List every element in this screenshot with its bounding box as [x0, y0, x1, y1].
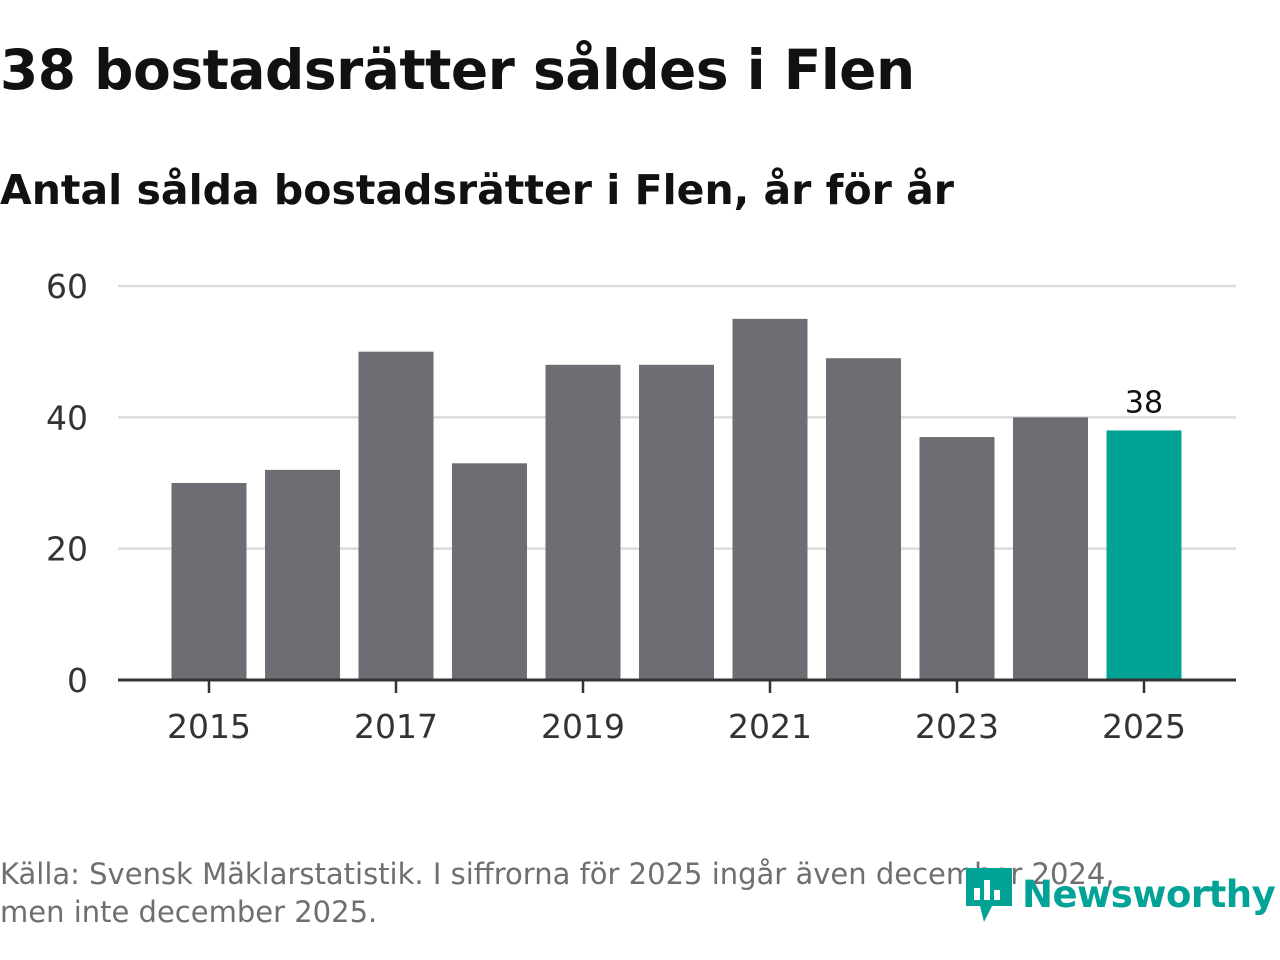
bar	[639, 364, 714, 680]
bar	[265, 469, 340, 680]
bars	[171, 318, 1182, 680]
x-tick-label: 2015	[167, 707, 251, 746]
bar	[732, 318, 808, 680]
x-tick-label: 2023	[915, 707, 999, 746]
y-tick-label: 60	[46, 267, 88, 306]
bar-highlight	[1106, 430, 1182, 680]
x-tick-label: 2019	[541, 707, 625, 746]
y-tick-label: 40	[46, 398, 88, 437]
bar	[919, 437, 995, 680]
y-tick-label: 0	[67, 661, 88, 700]
x-tick-label: 2025	[1102, 707, 1186, 746]
source-note: Källa: Svensk Mäklarstatistik. I siffror…	[0, 855, 1210, 931]
bar	[826, 358, 901, 680]
axes	[118, 678, 1236, 693]
labels: 0 20 40 60 38 2015 2017 2019 2021 2023 2025	[46, 267, 1186, 746]
bar-chart: 0 20 40 60 38 2015 2017 2019 2021 2023 2025	[46, 267, 1236, 746]
bar	[1013, 417, 1088, 680]
newsworthy-logo-text: Newsworthy	[1022, 872, 1276, 916]
bar	[452, 463, 527, 680]
newsworthy-logo-icon	[966, 868, 1012, 922]
source-note-line-2: men inte december 2025.	[0, 895, 378, 929]
bar	[545, 364, 621, 680]
chart-title: 38 bostadsrätter såldes i Flen	[0, 38, 915, 102]
data-label: 38	[1125, 385, 1163, 420]
newsworthy-logo: Newsworthy	[962, 862, 1276, 926]
chart-subtitle: Antal sålda bostadsrätter i Flen, år för…	[0, 166, 955, 214]
x-tick-label: 2021	[728, 707, 812, 746]
source-note-line-1: Källa: Svensk Mäklarstatistik. I siffror…	[0, 857, 1115, 891]
x-tick-label: 2017	[354, 707, 438, 746]
bar	[358, 351, 434, 680]
y-tick-label: 20	[46, 530, 88, 569]
bar	[171, 483, 247, 680]
